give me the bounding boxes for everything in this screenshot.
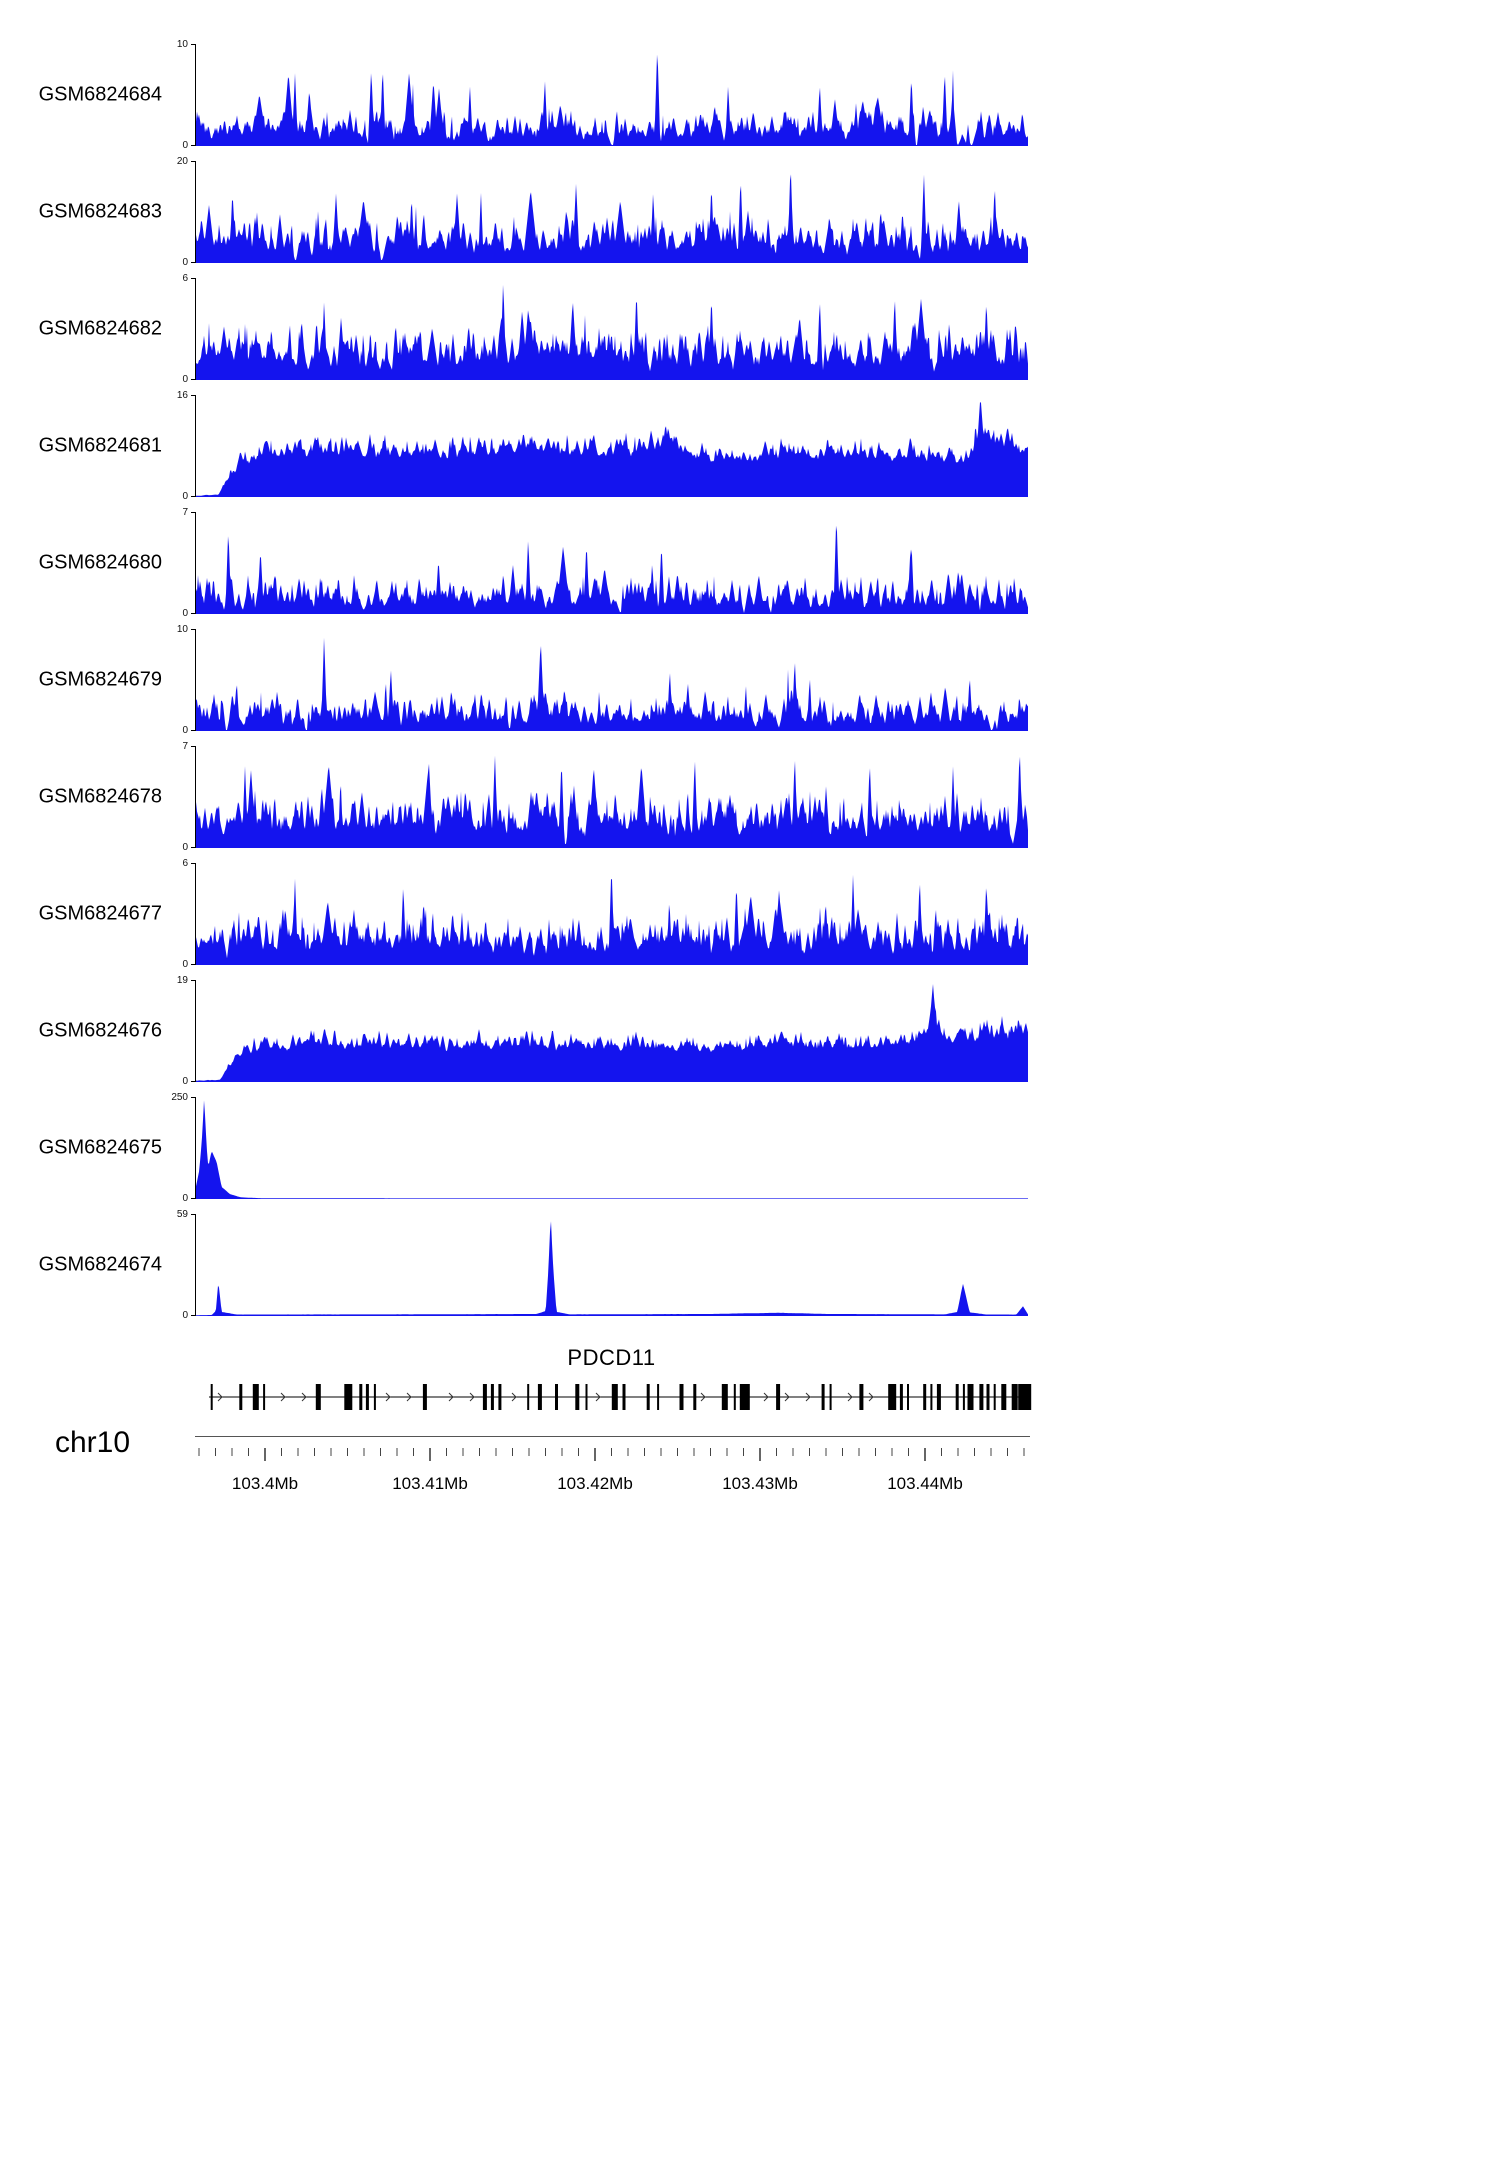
- y-max-label: 6: [182, 273, 188, 284]
- ruler-tick-label: 103.4Mb: [231, 1474, 299, 1493]
- coverage-signal[interactable]: [191, 44, 1028, 146]
- y-max-label: 6: [182, 858, 188, 869]
- coverage-signal[interactable]: [191, 1214, 1028, 1316]
- track-row: GSM6824678 7 0: [0, 741, 1040, 853]
- y-max-label: 7: [182, 741, 188, 752]
- y-zero-label: 0: [182, 140, 188, 151]
- coverage-signal[interactable]: [191, 395, 1028, 497]
- track-row: GSM6824677 6 0: [0, 858, 1040, 970]
- track-row: GSM6824682 6 0: [0, 273, 1040, 385]
- ruler-tick-label: 103.44Mb: [887, 1474, 963, 1493]
- y-max-label: 250: [171, 1092, 188, 1103]
- track-row: GSM6824680 7 0: [0, 507, 1040, 619]
- coordinate-ruler[interactable]: [195, 1448, 1028, 1474]
- y-max-label: 10: [176, 39, 188, 50]
- track-name: GSM6824676: [38, 1019, 162, 1042]
- track-row: GSM6824675 250 0: [0, 1092, 1040, 1204]
- track-name: GSM6824678: [38, 785, 162, 808]
- coverage-signal[interactable]: [191, 1097, 1028, 1199]
- y-zero-label: 0: [182, 257, 188, 268]
- coverage-signal[interactable]: [191, 512, 1028, 614]
- y-max-label: 20: [176, 156, 188, 167]
- y-max-label: 16: [176, 390, 188, 401]
- ruler-tick-label: 103.41Mb: [392, 1474, 468, 1493]
- ruler-tick-label: 103.43Mb: [722, 1474, 798, 1493]
- track-name: GSM6824679: [38, 668, 162, 691]
- y-max-label: 7: [182, 507, 188, 518]
- coverage-signal[interactable]: [191, 278, 1028, 380]
- track-name: GSM6824675: [38, 1136, 162, 1159]
- ruler-tick-label: 103.42Mb: [557, 1474, 633, 1493]
- track-row: GSM6824683 20 0: [0, 156, 1040, 268]
- coverage-signal[interactable]: [191, 980, 1028, 1082]
- gene-model[interactable]: [195, 1375, 1032, 1419]
- y-zero-label: 0: [182, 842, 188, 853]
- y-zero-label: 0: [182, 1076, 188, 1087]
- track-name: GSM6824677: [38, 902, 162, 925]
- gene-track[interactable]: PDCD11: [195, 1345, 1032, 1419]
- y-max-label: 19: [176, 975, 188, 986]
- y-zero-label: 0: [182, 959, 188, 970]
- chromosome-line: [195, 1436, 1030, 1437]
- track-name: GSM6824683: [38, 200, 162, 223]
- coverage-signal[interactable]: [191, 746, 1028, 848]
- y-zero-label: 0: [182, 608, 188, 619]
- y-zero-label: 0: [182, 1193, 188, 1204]
- track-name: GSM6824680: [38, 551, 162, 574]
- y-zero-label: 0: [182, 725, 188, 736]
- y-zero-label: 0: [182, 374, 188, 385]
- y-zero-label: 0: [182, 491, 188, 502]
- y-max-label: 10: [176, 624, 188, 635]
- track-name: GSM6824674: [38, 1253, 162, 1276]
- track-row: GSM6824681 16 0: [0, 390, 1040, 502]
- track-name: GSM6824681: [38, 434, 162, 457]
- track-row: GSM6824679 10 0: [0, 624, 1040, 736]
- coverage-signal[interactable]: [191, 161, 1028, 263]
- coverage-signal[interactable]: [191, 629, 1028, 731]
- coverage-signal[interactable]: [191, 863, 1028, 965]
- track-name: GSM6824682: [38, 317, 162, 340]
- gene-name-label: PDCD11: [567, 1345, 656, 1370]
- track-row: GSM6824684 10 0: [0, 39, 1040, 151]
- track-name: GSM6824684: [38, 83, 162, 106]
- chromosome-label: chr10: [55, 1426, 131, 1459]
- y-max-label: 59: [176, 1209, 188, 1220]
- track-row: GSM6824674 59 0: [0, 1209, 1040, 1321]
- track-row: GSM6824676 19 0: [0, 975, 1040, 1087]
- y-zero-label: 0: [182, 1310, 188, 1321]
